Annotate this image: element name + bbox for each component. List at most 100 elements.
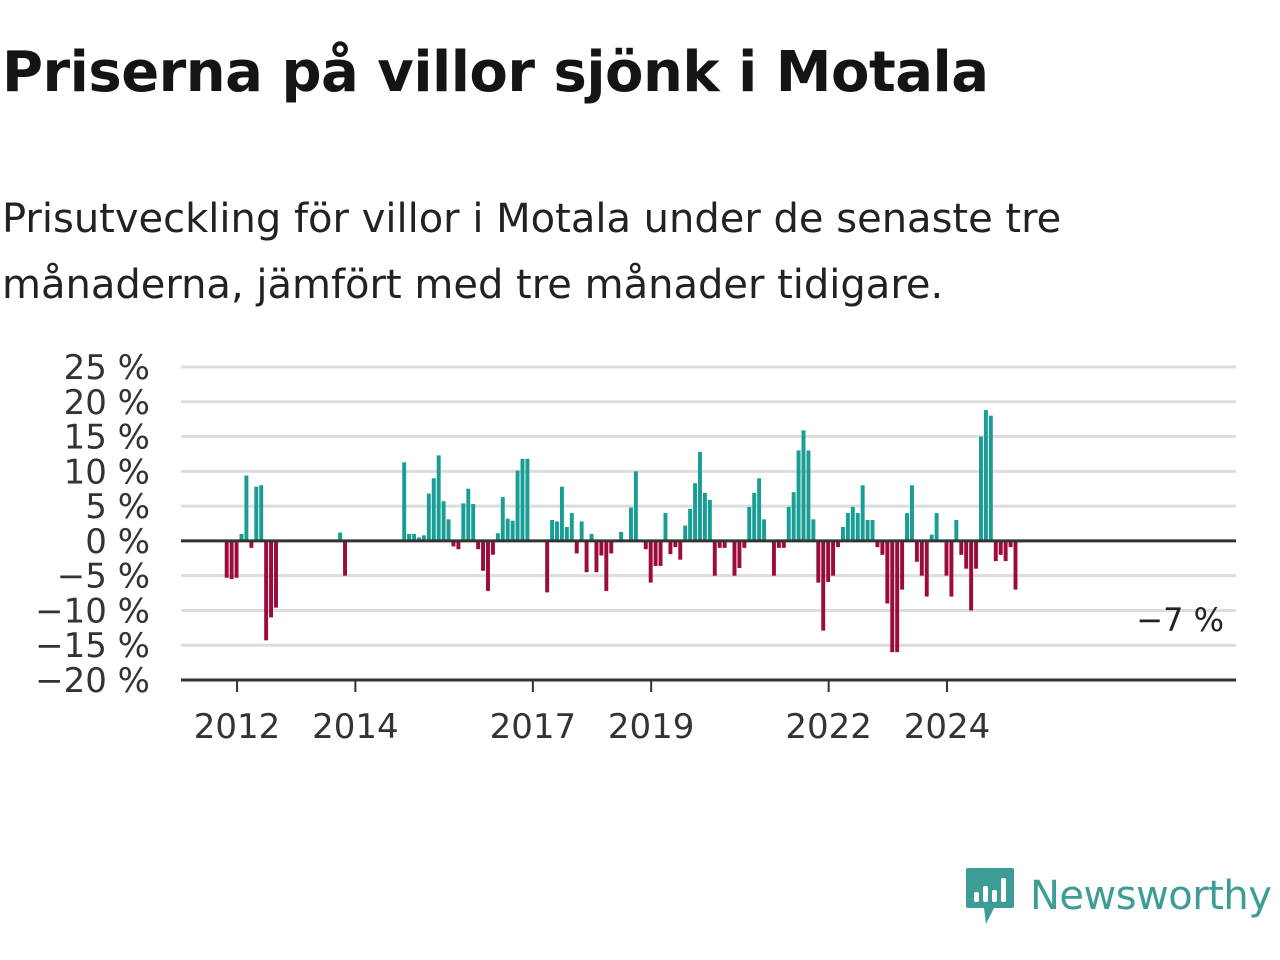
y-tick-label: 10 %: [64, 452, 150, 492]
bar: [722, 540, 727, 548]
bar: [836, 540, 840, 548]
bar: [421, 535, 426, 541]
bar: [875, 540, 880, 548]
bar: [338, 532, 343, 541]
bar: [249, 540, 254, 548]
bar: [914, 540, 919, 562]
bar: [865, 520, 870, 541]
bar: [771, 540, 776, 576]
bar: [900, 540, 905, 590]
bar: [653, 540, 658, 566]
bar: [579, 521, 584, 541]
chart-subtitle: Prisutveckling för villor i Motala under…: [2, 196, 1062, 308]
bar: [796, 450, 801, 541]
bar: [737, 540, 742, 569]
bar: [944, 540, 949, 576]
bar: [850, 506, 855, 541]
bar: [495, 533, 500, 541]
bar: [712, 540, 717, 576]
bar: [983, 410, 988, 541]
bar: [402, 462, 407, 541]
y-tick-label: −15 %: [35, 626, 150, 666]
bar: [412, 533, 417, 541]
bar: [776, 540, 781, 548]
bar: [969, 540, 974, 611]
bar: [648, 540, 653, 583]
brand-logo: Newsworthy: [964, 866, 1272, 926]
bar: [979, 436, 983, 541]
bar: [964, 540, 969, 569]
bar: [959, 540, 964, 555]
bar: [934, 513, 939, 541]
bar: [791, 492, 796, 541]
bar: [259, 485, 264, 541]
bar: [1008, 540, 1013, 548]
bar: [673, 540, 678, 548]
bar: [619, 531, 624, 541]
bar: [885, 540, 890, 604]
bar: [515, 470, 520, 541]
bar: [806, 450, 811, 541]
bar: [525, 458, 530, 541]
bar: [628, 507, 633, 541]
bar: [431, 478, 436, 541]
bar: [707, 499, 712, 541]
bar: [831, 540, 836, 576]
bar: [924, 540, 929, 597]
bar: [688, 508, 693, 541]
bar: [870, 520, 875, 541]
bar: [599, 540, 604, 556]
bar: [683, 525, 688, 541]
bar: [742, 540, 747, 548]
bar: [224, 540, 229, 578]
bar: [732, 540, 737, 576]
bar: [569, 513, 574, 541]
bar: [698, 451, 702, 541]
bar: [821, 540, 826, 631]
brand-name: Newsworthy: [1030, 873, 1272, 919]
bar: [702, 492, 707, 541]
x-tick-label: 2017: [490, 707, 577, 747]
bar: [545, 540, 550, 593]
y-tick-label: 15 %: [64, 418, 150, 458]
y-tick-label: 0 %: [85, 522, 150, 562]
bar: [481, 540, 486, 571]
bar: [555, 521, 559, 541]
y-axis-tick-labels: 25 %20 %15 %10 %5 %0 %−5 %−10 %−15 %−20 …: [35, 348, 150, 701]
bar: [594, 540, 599, 573]
bar: [949, 540, 954, 597]
bar: [910, 485, 914, 541]
bar: [1013, 540, 1018, 590]
bar: [855, 513, 860, 541]
bar: [752, 492, 757, 541]
bar: [840, 526, 845, 541]
bar: [604, 540, 609, 591]
bar: [343, 540, 347, 576]
y-tick-label: −10 %: [35, 591, 150, 631]
bar: [466, 488, 471, 541]
bar: [1003, 540, 1008, 562]
bar: [919, 540, 924, 576]
newsworthy-logo-icon: [966, 868, 1014, 924]
bar: [609, 540, 614, 554]
bar: [426, 493, 431, 541]
bar-chart: 25 %20 %15 %10 %5 %0 %−5 %−10 %−15 %−20 …: [35, 348, 1236, 747]
bar: [762, 519, 767, 541]
bar: [229, 540, 234, 580]
bar: [436, 455, 441, 541]
x-tick-label: 2024: [904, 707, 991, 747]
x-tick-label: 2019: [608, 707, 695, 747]
axes: [181, 539, 1236, 682]
bar: [461, 503, 466, 541]
bar: [490, 540, 495, 555]
bar: [895, 540, 900, 653]
y-tick-label: −5 %: [57, 557, 150, 597]
last-value-label: −7 %: [1136, 601, 1224, 639]
x-axis-ticks: 2012 2014 2017 2019 2022 2024: [194, 680, 990, 747]
bar: [988, 415, 993, 541]
bar: [441, 501, 446, 541]
bar: [880, 540, 885, 555]
bar: [269, 540, 274, 618]
bar: [264, 540, 269, 641]
bar: [816, 540, 821, 583]
